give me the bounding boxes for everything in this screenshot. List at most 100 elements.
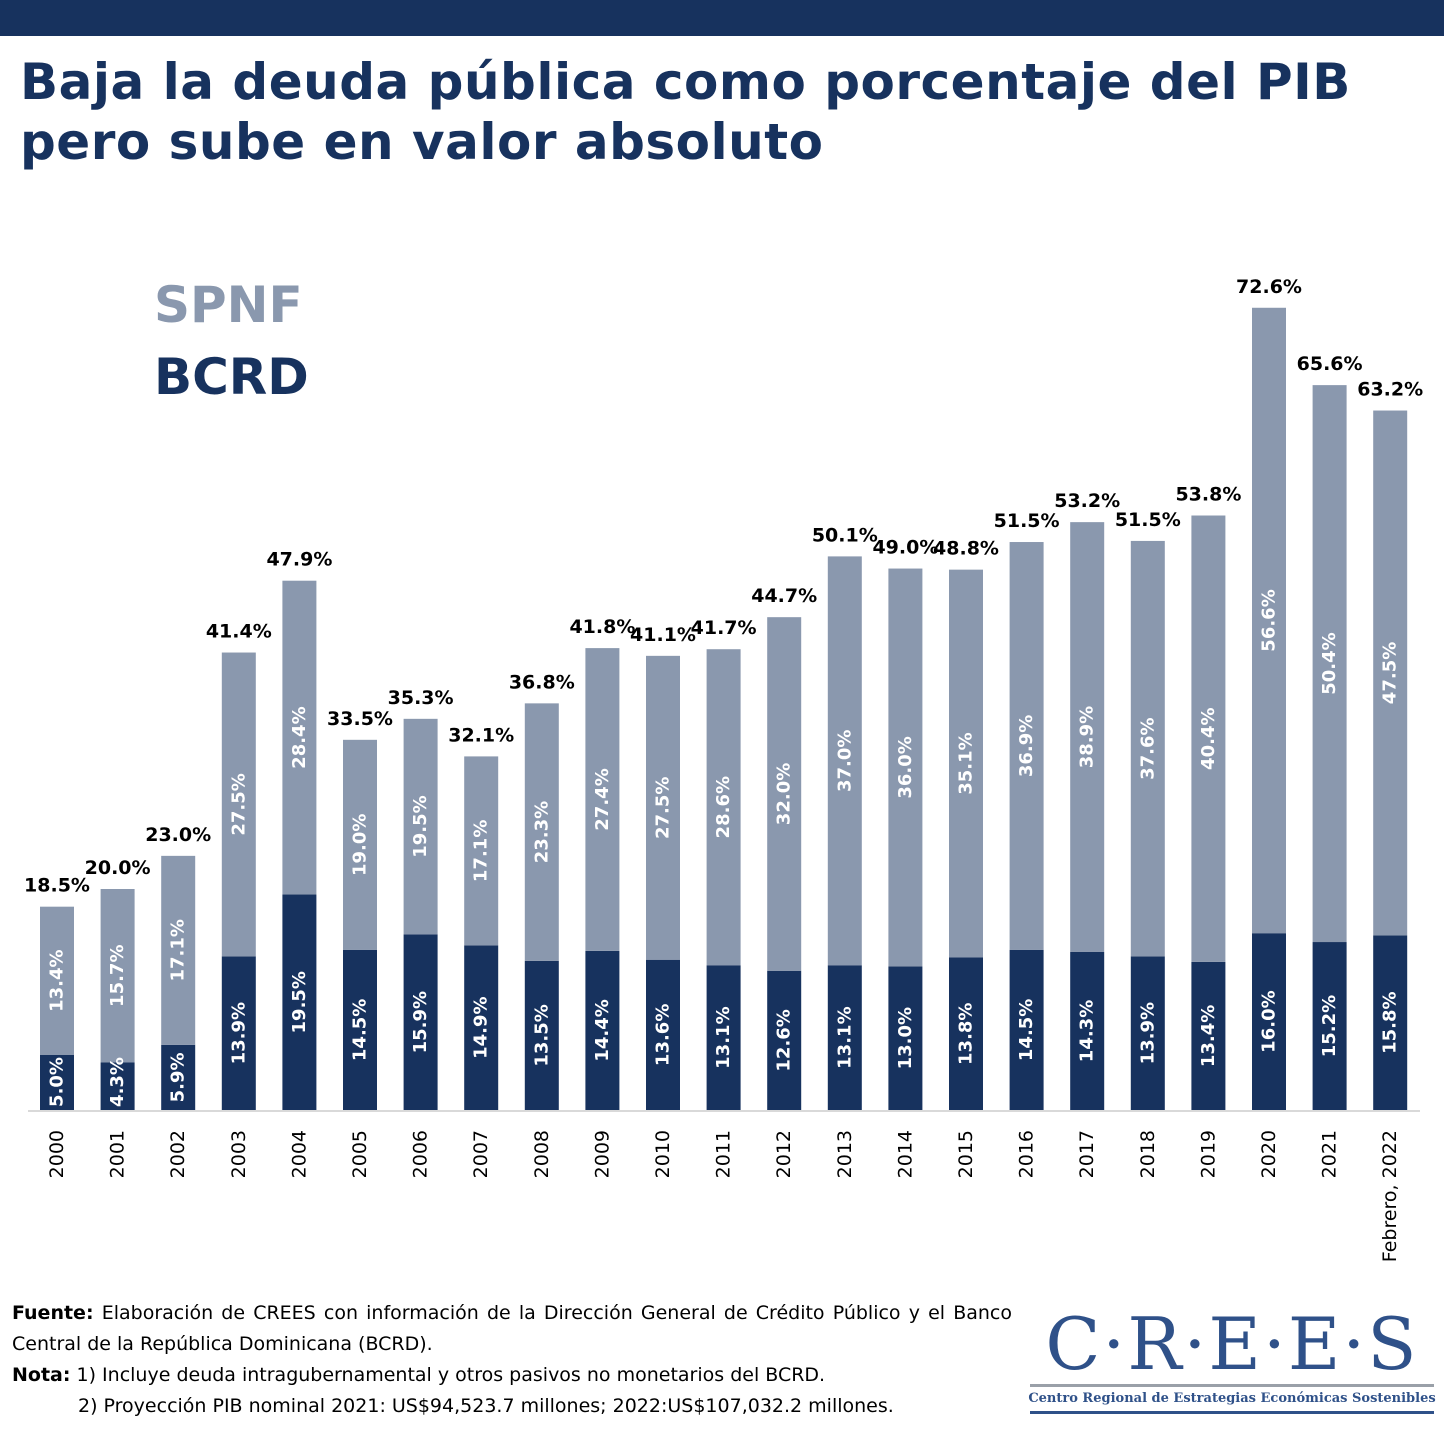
- bar-bcrd-2014: [888, 966, 923, 1110]
- x-tick-label: 2003: [228, 1130, 250, 1178]
- bar-spnf-2000: [40, 906, 74, 1055]
- note-1: 1) Incluye deuda intragubernamental y ot…: [76, 1364, 826, 1386]
- spnf-value-label: 13.4%: [47, 949, 68, 1011]
- bcrd-value-label: 5.9%: [168, 1052, 189, 1102]
- bcrd-value-label: 14.5%: [1016, 999, 1037, 1061]
- bar-bcrd-2008: [524, 960, 559, 1110]
- bcrd-value-label: 13.5%: [531, 1004, 552, 1066]
- legend-spnf: SPNF: [154, 276, 303, 334]
- bar-spnf-2018: [1130, 540, 1165, 957]
- bcrd-value-label: 15.9%: [410, 991, 431, 1053]
- x-tick-label: 2007: [470, 1130, 492, 1178]
- x-tick-label: 2001: [107, 1130, 129, 1178]
- bar-spnf-2003: [221, 652, 256, 957]
- chart-title: Baja la deuda pública como porcentaje de…: [20, 53, 1351, 171]
- bar-bcrd-2003: [221, 956, 256, 1110]
- bcrd-value-label: 19.5%: [289, 971, 310, 1033]
- bar-bcrd-2004: [282, 894, 317, 1110]
- bar-bcrd-2006: [403, 934, 438, 1110]
- spnf-value-label: 32.0%: [774, 763, 795, 825]
- spnf-value-label: 37.0%: [834, 730, 855, 792]
- total-value-label: 51.5%: [1115, 509, 1181, 531]
- spnf-value-label: 56.6%: [1259, 589, 1280, 651]
- total-value-label: 18.5%: [24, 875, 90, 897]
- spnf-value-label: 38.9%: [1077, 706, 1098, 768]
- x-tick-label: 2018: [1137, 1130, 1159, 1178]
- bar-bcrd-2022: [1373, 935, 1408, 1110]
- bar-bcrd-2019: [1191, 961, 1226, 1110]
- bcrd-value-label: 13.6%: [653, 1004, 674, 1066]
- x-tick-label: 2013: [834, 1130, 856, 1178]
- x-tick-label: 2004: [288, 1130, 310, 1178]
- bars-group: [40, 307, 1408, 1110]
- logo-divider-bottom: [1030, 1411, 1434, 1414]
- footer: Fuente: Elaboración de CREES con informa…: [12, 1298, 1012, 1422]
- bar-spnf-2012: [767, 617, 802, 971]
- total-value-label: 63.2%: [1357, 379, 1423, 401]
- x-tick-label: 2002: [167, 1130, 189, 1178]
- total-value-label: 35.3%: [388, 687, 454, 709]
- source-text: Elaboración de CREES con información de …: [12, 1302, 1012, 1355]
- bar-spnf-2010: [646, 655, 680, 960]
- spnf-value-label: 27.5%: [228, 773, 249, 835]
- note-label: Nota:: [12, 1364, 71, 1386]
- header-bar: [0, 0, 1444, 36]
- total-value-label: 23.0%: [145, 824, 211, 846]
- total-value-label: 33.5%: [327, 708, 393, 730]
- bar-bcrd-2021: [1312, 942, 1347, 1110]
- bar-spnf-2017: [1070, 522, 1105, 952]
- bcrd-value-label: 13.1%: [713, 1006, 734, 1068]
- bcrd-value-label: 13.9%: [228, 1002, 249, 1064]
- bar-spnf-2013: [827, 556, 862, 966]
- x-tick-label: 2011: [713, 1130, 735, 1178]
- spnf-value-label: 36.9%: [1016, 715, 1037, 777]
- bcrd-value-label: 13.0%: [895, 1007, 916, 1069]
- bar-bcrd-2018: [1130, 956, 1165, 1110]
- spnf-value-label: 27.4%: [592, 768, 613, 830]
- bar-bcrd-2007: [464, 945, 499, 1110]
- spnf-value-label: 37.6%: [1137, 717, 1158, 779]
- labels-group: 5.0% 13.4% 18.5% 2000 4.3% 15.7% 20.0% 2001 5.9%…: [24, 276, 1423, 1262]
- bar-spnf-2016: [1009, 542, 1044, 950]
- bar-bcrd-2005: [343, 949, 377, 1110]
- x-tick-label: Febrero, 2022: [1379, 1130, 1401, 1262]
- bar-bcrd-2009: [585, 950, 620, 1110]
- spnf-value-label: 19.0%: [350, 814, 371, 876]
- x-tick-label: 2016: [1016, 1130, 1038, 1178]
- spnf-value-label: 35.1%: [956, 732, 977, 794]
- x-tick-label: 2009: [591, 1130, 613, 1178]
- x-tick-label: 2015: [955, 1130, 977, 1178]
- bar-bcrd-2001: [100, 1062, 135, 1110]
- total-value-label: 50.1%: [812, 524, 878, 546]
- total-value-label: 20.0%: [85, 857, 151, 879]
- total-value-label: 47.9%: [266, 549, 332, 571]
- bar-bcrd-2020: [1252, 933, 1286, 1110]
- bar-spnf-2005: [343, 739, 377, 950]
- x-tick-label: 2000: [46, 1130, 68, 1178]
- bcrd-value-label: 13.9%: [1137, 1002, 1158, 1064]
- stacked-bar-chart: 5.0% 13.4% 18.5% 2000 4.3% 15.7% 20.0% 2001 5.9%…: [24, 276, 1423, 1262]
- total-value-label: 44.7%: [751, 585, 817, 607]
- source-label: Fuente:: [12, 1302, 94, 1324]
- total-value-label: 72.6%: [1236, 276, 1302, 298]
- total-value-label: 41.7%: [691, 617, 757, 639]
- bar-spnf-2002: [161, 855, 196, 1045]
- x-tick-label: 2012: [773, 1130, 795, 1178]
- bar-spnf-2022: [1373, 410, 1408, 936]
- bcrd-value-label: 15.8%: [1380, 991, 1401, 1053]
- total-value-label: 51.5%: [994, 510, 1060, 532]
- x-tick-label: 2006: [410, 1130, 432, 1178]
- x-tick-label: 2019: [1197, 1130, 1219, 1178]
- x-tick-label: 2014: [894, 1130, 916, 1178]
- bar-spnf-2014: [888, 568, 923, 967]
- x-tick-label: 2008: [531, 1130, 553, 1178]
- x-tick-label: 2017: [1076, 1130, 1098, 1178]
- bcrd-value-label: 15.2%: [1319, 995, 1340, 1057]
- bcrd-value-label: 16.0%: [1259, 990, 1280, 1052]
- bcrd-value-label: 14.5%: [350, 999, 371, 1061]
- bcrd-value-label: 13.8%: [956, 1003, 977, 1065]
- spnf-value-label: 27.5%: [653, 777, 674, 839]
- logo-wordmark: C·R·E·E·S: [1045, 1302, 1419, 1386]
- bar-spnf-2001: [100, 889, 135, 1063]
- bar-spnf-2008: [524, 703, 559, 961]
